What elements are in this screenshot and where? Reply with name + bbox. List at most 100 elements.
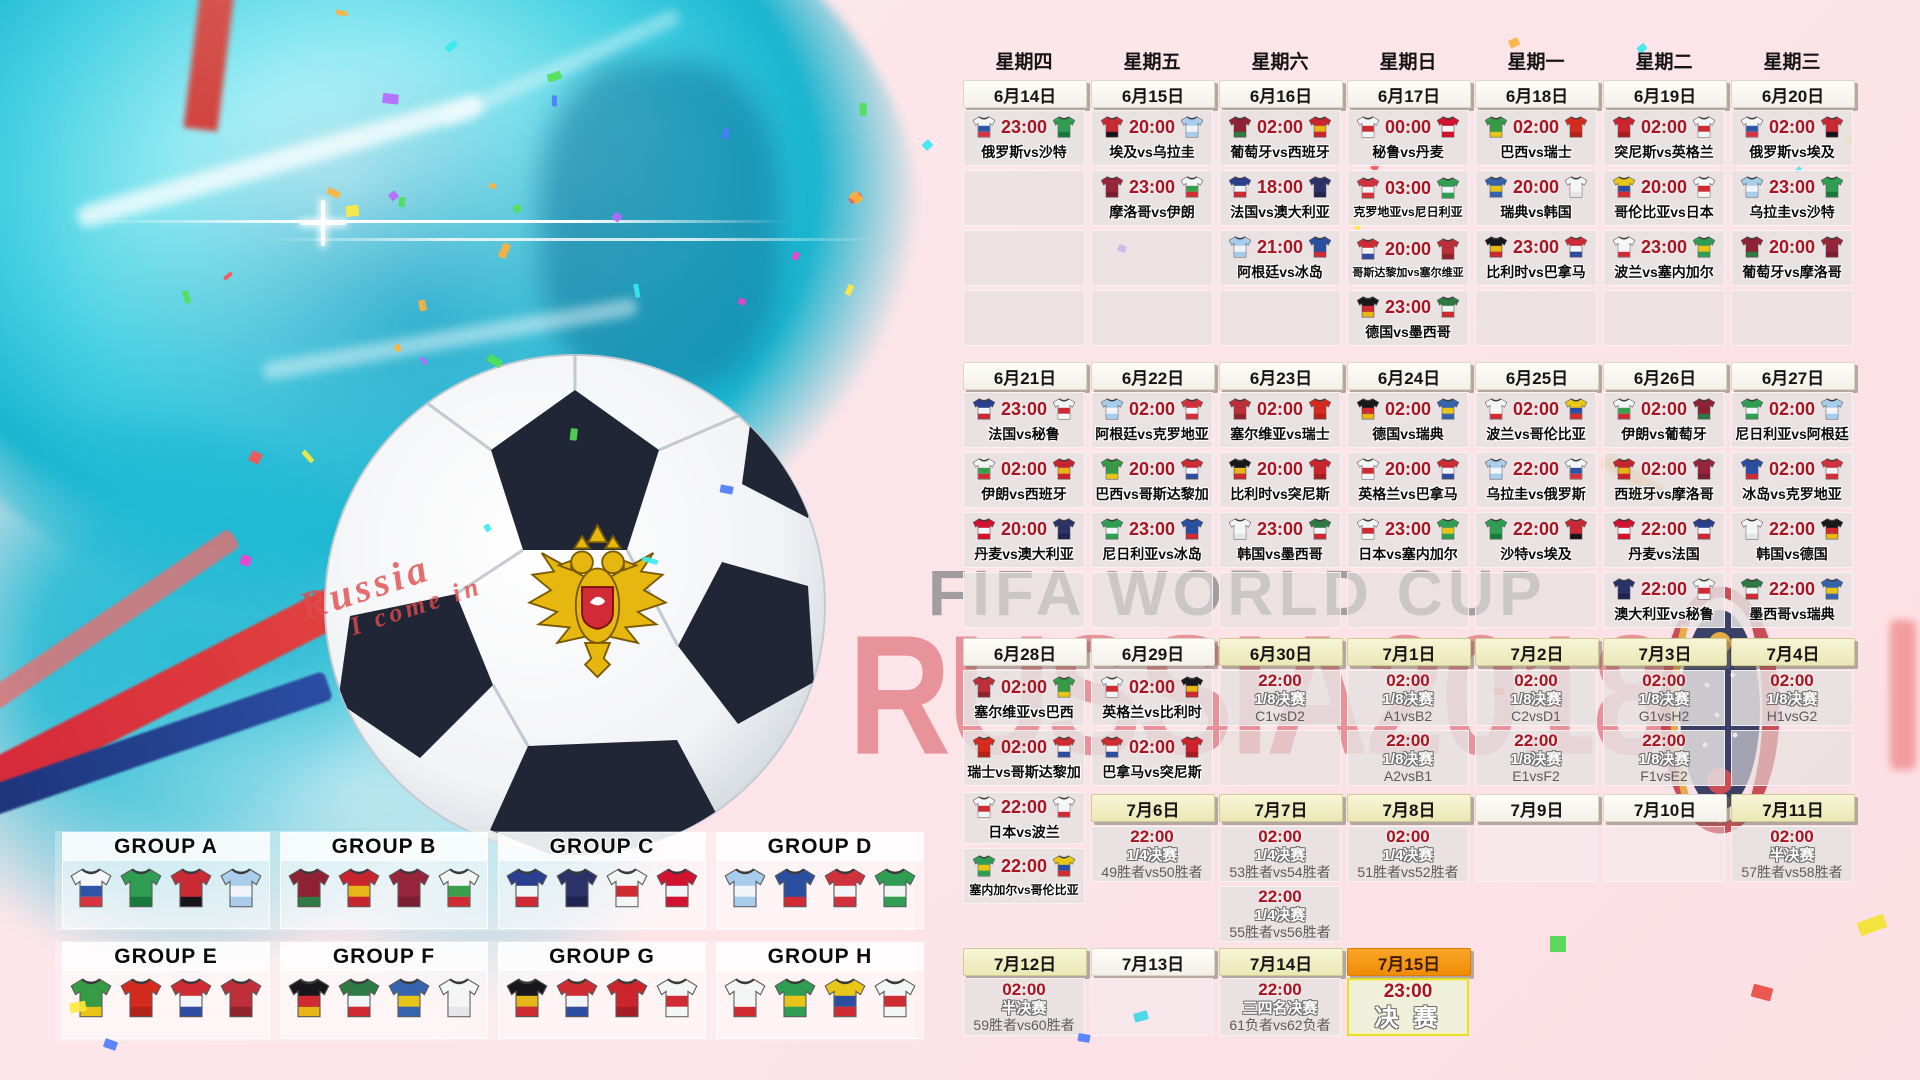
match-time: 02:00	[1128, 398, 1176, 419]
team-jersey-icon	[1052, 855, 1076, 877]
team-jersey-icon	[1564, 397, 1588, 419]
team-jersey-icon	[774, 978, 816, 1018]
team-jersey-icon	[1100, 175, 1124, 197]
group-team-jerseys	[63, 861, 269, 910]
match-teams: 塞内加尔vs哥伦比亚	[969, 883, 1079, 897]
stage-label: 1/4决赛	[1126, 847, 1178, 865]
team-jersey-icon	[388, 978, 430, 1018]
team-jersey-icon	[724, 868, 766, 908]
team-jersey-icon	[1356, 397, 1380, 419]
confetti	[398, 197, 406, 208]
date-button: 6月15日	[1091, 80, 1215, 108]
empty-cell	[1347, 572, 1469, 628]
date-button: 6月27日	[1731, 362, 1855, 390]
match-time: 23:00	[1640, 236, 1688, 257]
match-time: 02:00	[1386, 826, 1430, 846]
knockout-cell: 02:00 1/8决赛 G1vsH2	[1603, 670, 1725, 726]
match-time: 22:00	[1000, 856, 1048, 876]
match-time: 02:00	[1258, 826, 1302, 846]
match-time: 20:00	[1256, 458, 1304, 479]
match-cell: 23:00 德国vs墨西哥	[1347, 290, 1469, 346]
team-jersey-icon	[1436, 517, 1460, 539]
match-time: 20:00	[1000, 518, 1048, 539]
team-jersey-icon	[1564, 517, 1588, 539]
match-teams: 阿根廷vs冰岛	[1237, 263, 1323, 280]
match-time: 22:00	[1768, 578, 1816, 599]
team-jersey-icon	[606, 978, 648, 1018]
team-jersey-icon	[972, 457, 996, 479]
match-time: 22:00	[1768, 518, 1816, 539]
knockout-cell: 22:00 1/8决赛 A2vsB1	[1347, 730, 1469, 786]
pairing-label: 59胜者vs60胜者	[973, 1017, 1075, 1034]
pairing-label: 51胜者vs52胜者	[1357, 864, 1459, 881]
match-teams: 瑞典vs韩国	[1500, 203, 1572, 220]
group-panel-h: GROUP H	[716, 942, 924, 1039]
team-jersey-icon	[1100, 115, 1124, 137]
match-teams: 波兰vs哥伦比亚	[1486, 425, 1586, 442]
knockout-cell: 22:00 三四名决赛 61负者vs62负者	[1219, 978, 1341, 1036]
team-jersey-icon	[438, 978, 480, 1018]
knockout-cell: 22:00 1/8决赛 E1vsF2	[1475, 730, 1597, 786]
pairing-label: 61负者vs62负者	[1229, 1017, 1331, 1034]
match-cell: 02:00 西班牙vs摩洛哥	[1603, 452, 1725, 508]
team-jersey-icon	[1228, 397, 1252, 419]
group-title: GROUP D	[717, 833, 923, 861]
team-jersey-icon	[724, 978, 766, 1018]
match-time: 02:00	[1770, 826, 1814, 846]
date-button: 6月18日	[1475, 80, 1599, 108]
team-jersey-icon	[1308, 397, 1332, 419]
final-label: 决 赛	[1374, 1005, 1442, 1033]
empty-cell	[1219, 290, 1341, 346]
match-cell: 02:00 冰岛vs克罗地亚	[1731, 452, 1853, 508]
sparkle-icon	[300, 200, 346, 246]
team-jersey-icon	[1100, 397, 1124, 419]
team-jersey-icon	[1692, 175, 1716, 197]
group-team-jerseys	[717, 971, 923, 1020]
team-jersey-icon	[1052, 457, 1076, 479]
knockout-cell: 22:00 1/8决赛 F1vsE2	[1603, 730, 1725, 786]
team-jersey-icon	[1692, 457, 1716, 479]
team-jersey-icon	[1740, 457, 1764, 479]
match-time: 23:00	[1000, 398, 1048, 419]
match-teams: 英格兰vs巴拿马	[1358, 485, 1458, 502]
empty-cell	[1475, 572, 1597, 628]
team-jersey-icon	[1356, 237, 1380, 259]
date-button: 7月4日	[1731, 638, 1855, 666]
match-time: 22:00	[1258, 886, 1302, 906]
team-jersey-icon	[556, 978, 598, 1018]
team-jersey-icon	[1052, 115, 1076, 137]
team-jersey-icon	[1692, 115, 1716, 137]
match-time: 23:00	[1384, 296, 1432, 317]
group-team-jerseys	[499, 861, 705, 910]
empty-cell	[1603, 826, 1725, 882]
pairing-label: E1vsF2	[1512, 768, 1560, 785]
team-jersey-icon	[1436, 457, 1460, 479]
match-time: 20:00	[1512, 176, 1560, 197]
russia-crest-icon	[527, 523, 668, 679]
group-title: GROUP A	[63, 833, 269, 861]
team-jersey-icon	[1180, 735, 1204, 757]
match-teams: 俄罗斯vs沙特	[981, 143, 1067, 160]
stage-label: 1/4决赛	[1254, 847, 1306, 865]
match-cell: 20:00 英格兰vs巴拿马	[1347, 452, 1469, 508]
match-cell: 20:00 埃及vs乌拉圭	[1091, 110, 1213, 166]
team-jersey-icon	[774, 868, 816, 908]
team-jersey-icon	[1436, 237, 1460, 259]
team-jersey-icon	[1308, 457, 1332, 479]
empty-cell	[1091, 572, 1213, 628]
group-team-jerseys	[63, 971, 269, 1020]
weekday-label: 星期五	[1123, 51, 1181, 73]
match-teams: 丹麦vs法国	[1628, 545, 1700, 562]
match-teams: 埃及vs乌拉圭	[1109, 143, 1195, 160]
team-jersey-icon	[972, 795, 996, 817]
stage-label: 1/8决赛	[1254, 691, 1306, 709]
match-teams: 日本vs塞内加尔	[1358, 545, 1458, 562]
match-teams: 比利时vs巴拿马	[1486, 263, 1586, 280]
match-teams: 哥伦比亚vs日本	[1614, 203, 1714, 220]
team-jersey-icon	[1100, 675, 1124, 697]
match-teams: 阿根廷vs克罗地亚	[1095, 425, 1209, 442]
team-jersey-icon	[606, 868, 648, 908]
weekday-label: 星期三	[1763, 51, 1821, 73]
match-teams: 冰岛vs克罗地亚	[1742, 485, 1842, 502]
team-jersey-icon	[1820, 115, 1844, 137]
